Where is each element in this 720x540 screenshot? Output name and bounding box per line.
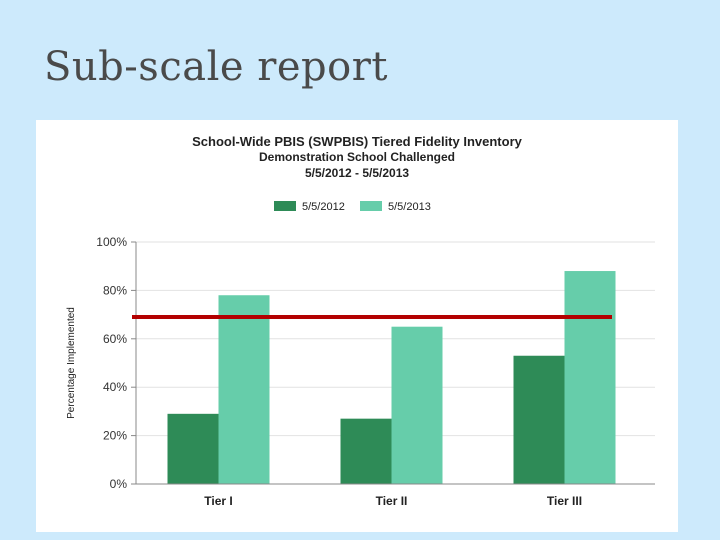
bar-chart: School-Wide PBIS (SWPBIS) Tiered Fidelit… [66, 134, 655, 508]
y-tick-label: 20% [103, 429, 127, 443]
y-tick-label: 0% [110, 477, 128, 491]
y-tick-label: 80% [103, 283, 127, 297]
x-tick-label: Tier III [547, 494, 582, 508]
chart-title: School-Wide PBIS (SWPBIS) Tiered Fidelit… [192, 134, 523, 149]
bar-tier-iii-5-5-2013 [564, 271, 616, 484]
y-axis-label: Percentage Implemented [66, 307, 77, 419]
bar-tier-i-5-5-2013 [218, 295, 270, 484]
y-tick-label: 40% [103, 380, 127, 394]
bar-tier-iii-5-5-2012 [513, 355, 565, 484]
chart-panel: School-Wide PBIS (SWPBIS) Tiered Fidelit… [36, 120, 678, 532]
chart-subtitle: Demonstration School Challenged [259, 150, 455, 164]
legend-swatch-5-5-2013 [360, 201, 382, 211]
chart-date-range: 5/5/2012 - 5/5/2013 [305, 166, 409, 180]
slide-title: Sub-scale report [44, 44, 388, 90]
bar-tier-ii-5-5-2013 [391, 326, 443, 484]
y-tick-label: 60% [103, 332, 127, 346]
legend-label: 5/5/2013 [388, 201, 431, 213]
bar-tier-i-5-5-2012 [167, 413, 219, 484]
x-tick-label: Tier II [376, 494, 408, 508]
legend-label: 5/5/2012 [302, 201, 345, 213]
legend-swatch-5-5-2012 [274, 201, 296, 211]
bar-tier-ii-5-5-2012 [340, 418, 392, 484]
x-tick-label: Tier I [204, 494, 232, 508]
y-tick-label: 100% [96, 235, 127, 249]
